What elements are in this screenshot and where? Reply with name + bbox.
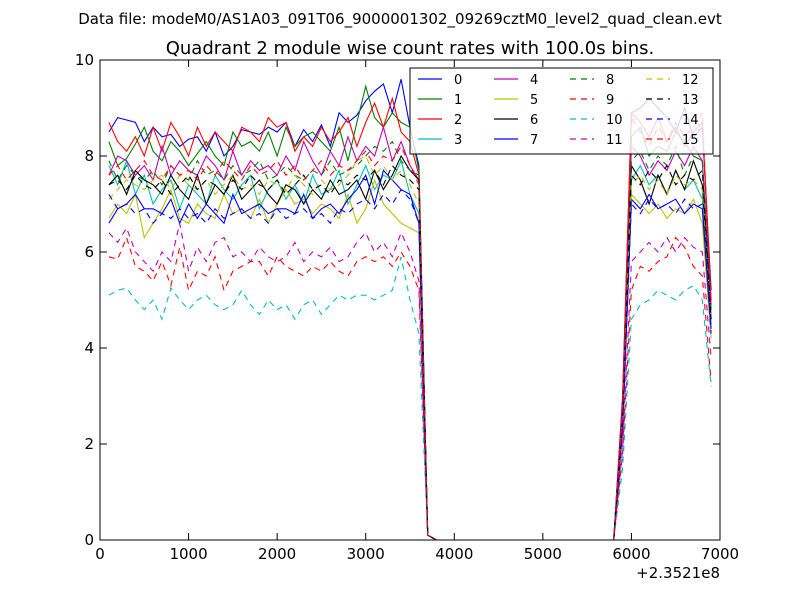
legend-label: 10 (606, 113, 623, 128)
y-tick-label: 2 (84, 435, 94, 453)
x-tick-label: 5000 (524, 545, 562, 563)
legend-label: 15 (682, 133, 699, 148)
legend-label: 0 (454, 73, 462, 88)
plot-frame (99, 59, 721, 541)
legend-label: 12 (682, 73, 699, 88)
legend-label: 7 (530, 133, 538, 148)
chart-title: Quadrant 2 module wise count rates with … (166, 38, 655, 59)
series-line-7 (108, 169, 712, 540)
figure-suptitle: Data file: modeM0/AS1A03_091T06_90000013… (78, 10, 722, 29)
x-tick-label: 6000 (612, 545, 650, 563)
series-line-10 (108, 256, 712, 540)
legend-label: 1 (454, 93, 462, 108)
series-line-5 (108, 178, 712, 540)
legend-label: 4 (530, 73, 538, 88)
legend-label: 14 (682, 113, 699, 128)
series-line-14 (108, 188, 712, 540)
x-tick-label: 1000 (169, 545, 207, 563)
legend-label: 6 (530, 113, 538, 128)
legend-label: 13 (682, 93, 699, 108)
x-offset-label: +2.3521e8 (636, 564, 720, 582)
y-tick-label: 8 (84, 147, 94, 165)
x-tick-label: 4000 (435, 545, 473, 563)
series-line-9 (108, 235, 712, 540)
x-tick-label: 3000 (347, 545, 385, 563)
legend-label: 9 (606, 93, 614, 108)
y-tick-label: 4 (84, 339, 94, 357)
y-tick-label: 0 (84, 531, 94, 549)
legend-label: 8 (606, 73, 614, 88)
series-line-8 (108, 140, 712, 540)
legend-label: 3 (454, 133, 462, 148)
legend-box (409, 67, 714, 155)
series-line-15 (108, 110, 712, 540)
legend-label: 11 (606, 133, 623, 148)
legend-label: 2 (454, 113, 462, 128)
series-line-13 (108, 164, 712, 540)
x-tick-label: 0 (95, 545, 105, 563)
legend-label: 5 (530, 93, 538, 108)
series-line-12 (108, 155, 712, 540)
series-line-4 (108, 125, 712, 540)
y-tick-label: 6 (84, 243, 94, 261)
series-line-11 (108, 223, 712, 540)
x-tick-label: 7000 (701, 545, 739, 563)
x-tick-label: 2000 (258, 545, 296, 563)
y-tick-label: 10 (75, 51, 94, 69)
